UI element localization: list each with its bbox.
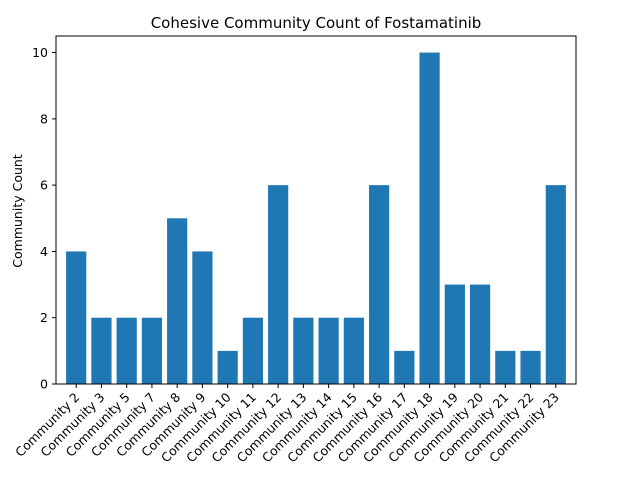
y-tick-label: 8: [40, 111, 48, 126]
bar-community-10: [217, 350, 238, 384]
y-tick-label: 10: [32, 45, 48, 60]
bar-community-17: [394, 350, 415, 384]
bar-community-21: [495, 350, 516, 384]
y-tick-label: 4: [40, 244, 48, 259]
bar-community-20: [469, 284, 491, 384]
y-tick-label: 0: [40, 377, 48, 392]
y-tick-label: 2: [40, 310, 48, 325]
bar-community-5: [116, 317, 137, 384]
bar-community-13: [293, 317, 314, 384]
y-axis-label: Community Count: [10, 154, 25, 268]
bar-community-23: [545, 185, 566, 384]
bar-community-8: [167, 218, 188, 384]
chart-title: Cohesive Community Count of Fostamatinib: [151, 14, 482, 32]
bar-community-2: [66, 251, 87, 384]
bar-community-15: [343, 317, 364, 384]
bar-community-3: [91, 317, 112, 384]
bar-community-14: [318, 317, 339, 384]
bar-community-22: [520, 350, 541, 384]
bar-community-12: [268, 185, 289, 384]
bar-community-18: [419, 52, 440, 384]
bar-community-19: [444, 284, 465, 384]
bar-community-7: [141, 317, 163, 384]
bars-group: [66, 52, 566, 384]
bar-community-9: [192, 251, 213, 384]
y-tick-label: 6: [40, 178, 48, 193]
bar-community-11: [242, 317, 263, 384]
y-axis-ticks: 0 2 4 6 8 10: [32, 45, 56, 392]
bar-community-16: [369, 185, 390, 384]
plot-frame: [55, 35, 577, 385]
